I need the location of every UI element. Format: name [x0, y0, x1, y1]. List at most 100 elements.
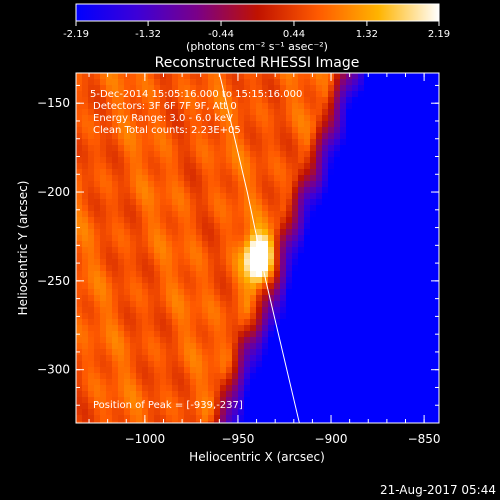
heatmap-cell — [142, 343, 149, 350]
heatmap-cell — [226, 223, 233, 230]
heatmap-cell — [130, 169, 137, 176]
heatmap-cell — [412, 259, 419, 266]
heatmap-cell — [262, 409, 269, 416]
heatmap-cell — [346, 103, 353, 110]
heatmap-cell — [388, 121, 395, 128]
heatmap-cell — [370, 415, 377, 422]
heatmap-cell — [286, 295, 293, 302]
heatmap-cell — [142, 229, 149, 236]
heatmap-cell — [430, 163, 437, 170]
heatmap-cell — [82, 367, 89, 374]
heatmap-cell — [310, 235, 317, 242]
heatmap-cell — [190, 259, 197, 266]
heatmap-cell — [388, 409, 395, 416]
heatmap-cell — [418, 163, 425, 170]
heatmap-cell — [358, 163, 365, 170]
heatmap-cell — [208, 199, 215, 206]
heatmap-cell — [322, 127, 329, 134]
heatmap-cell — [196, 97, 203, 104]
heatmap-cell — [196, 85, 203, 92]
heatmap-cell — [208, 133, 215, 140]
heatmap-cell — [226, 301, 233, 308]
heatmap-cell — [76, 403, 83, 410]
heatmap-cell — [382, 169, 389, 176]
heatmap-cell — [424, 235, 431, 242]
heatmap-cell — [250, 373, 257, 380]
heatmap-cell — [352, 181, 359, 188]
heatmap-cell — [208, 85, 215, 92]
heatmap-cell — [154, 283, 161, 290]
heatmap-cell — [148, 127, 155, 134]
heatmap-cell — [394, 97, 401, 104]
heatmap-cell — [430, 325, 437, 332]
heatmap-cell — [82, 289, 89, 296]
heatmap-cell — [388, 397, 395, 404]
heatmap-cell — [100, 109, 107, 116]
heatmap-cell — [262, 139, 269, 146]
heatmap-cell — [190, 109, 197, 116]
heatmap-cell — [268, 373, 275, 380]
heatmap-cell — [322, 121, 329, 128]
heatmap-cell — [160, 415, 167, 422]
heatmap-cell — [274, 295, 281, 302]
heatmap-cell — [262, 127, 269, 134]
heatmap-cell — [274, 361, 281, 368]
heatmap-cell — [430, 139, 437, 146]
heatmap-cell — [190, 235, 197, 242]
heatmap-cell — [424, 385, 431, 392]
heatmap-cell — [274, 289, 281, 296]
heatmap-cell — [262, 391, 269, 398]
heatmap-cell — [382, 295, 389, 302]
heatmap-cell — [394, 127, 401, 134]
heatmap-cell — [106, 115, 113, 122]
heatmap-cell — [340, 289, 347, 296]
heatmap-cell — [334, 103, 341, 110]
heatmap-cell — [94, 355, 101, 362]
heatmap-cell — [76, 79, 83, 86]
heatmap-cell — [358, 247, 365, 254]
heatmap-cell — [334, 361, 341, 368]
heatmap-cell — [334, 415, 341, 422]
heatmap-cell — [154, 289, 161, 296]
heatmap-cell — [304, 169, 311, 176]
heatmap-cell — [130, 163, 137, 170]
heatmap-cell — [286, 397, 293, 404]
heatmap-cell — [322, 193, 329, 200]
heatmap-cell — [328, 283, 335, 290]
heatmap-cell — [232, 415, 239, 422]
heatmap-cell — [412, 97, 419, 104]
heatmap-cell — [316, 361, 323, 368]
heatmap-cell — [76, 361, 83, 368]
heatmap-cell — [238, 241, 245, 248]
heatmap-cell — [160, 205, 167, 212]
heatmap-cell — [166, 391, 173, 398]
heatmap-cell — [238, 319, 245, 326]
heatmap-cell — [118, 385, 125, 392]
heatmap-cell — [190, 163, 197, 170]
heatmap-cell — [190, 229, 197, 236]
heatmap-cell — [190, 97, 197, 104]
heatmap-cell — [274, 265, 281, 272]
heatmap-cell — [292, 151, 299, 158]
heatmap-cell — [394, 319, 401, 326]
heatmap-cell — [94, 289, 101, 296]
heatmap-cell — [370, 367, 377, 374]
heatmap-cell — [208, 337, 215, 344]
heatmap-cell — [394, 307, 401, 314]
heatmap-cell — [238, 193, 245, 200]
heatmap-cell — [148, 337, 155, 344]
heatmap-cell — [262, 235, 269, 242]
heatmap-cell — [358, 265, 365, 272]
heatmap-cell — [112, 121, 119, 128]
heatmap-cell — [316, 121, 323, 128]
heatmap-cell — [292, 73, 299, 80]
heatmap-cell — [196, 361, 203, 368]
heatmap-cell — [220, 247, 227, 254]
heatmap-cell — [244, 235, 251, 242]
heatmap-cell — [316, 259, 323, 266]
heatmap-cell — [316, 229, 323, 236]
heatmap-cell — [286, 265, 293, 272]
heatmap-cell — [172, 235, 179, 242]
heatmap-cell — [376, 403, 383, 410]
heatmap-cell — [124, 253, 131, 260]
